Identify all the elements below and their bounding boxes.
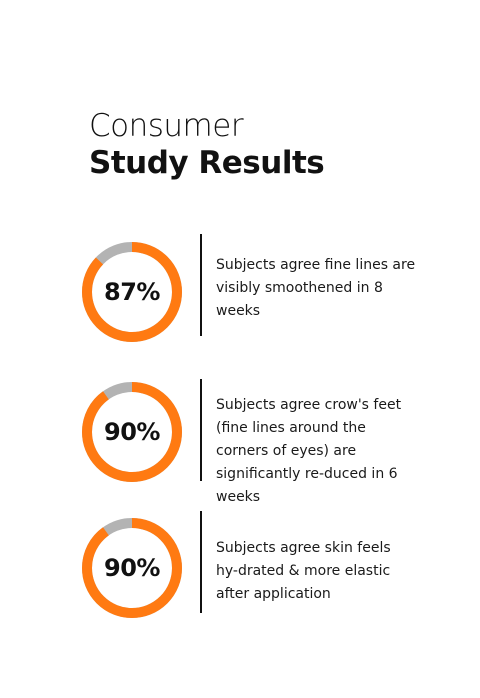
stat-description-1: Subjects agree fine lines are visibly sm… bbox=[216, 257, 416, 319]
stat-value-2: 90% bbox=[104, 418, 160, 446]
divider-1 bbox=[200, 234, 202, 336]
progress-ring-3: 90% bbox=[81, 517, 183, 619]
stat-value-1: 87% bbox=[104, 278, 160, 306]
stat-description-3: Subjects agree skin feels hy-drated & mo… bbox=[216, 540, 391, 602]
page-title: Consumer Study Results bbox=[89, 108, 325, 182]
progress-ring-3-graphic bbox=[82, 518, 182, 618]
progress-ring-1: 87% bbox=[81, 241, 183, 343]
progress-ring-2-fill bbox=[82, 382, 182, 482]
stat-value-3: 90% bbox=[104, 554, 160, 582]
progress-ring-1-fill bbox=[82, 242, 182, 342]
divider-3 bbox=[200, 511, 202, 613]
divider-2 bbox=[200, 379, 202, 481]
title-line-1: Consumer bbox=[89, 108, 244, 144]
title-line-2: Study Results bbox=[89, 145, 325, 181]
progress-ring-2: 90% bbox=[81, 381, 183, 483]
progress-ring-1-graphic bbox=[82, 242, 182, 342]
stat-description-2: Subjects agree crow's feet (fine lines a… bbox=[216, 397, 402, 505]
progress-ring-3-fill bbox=[82, 518, 182, 618]
progress-ring-2-graphic bbox=[82, 382, 182, 482]
